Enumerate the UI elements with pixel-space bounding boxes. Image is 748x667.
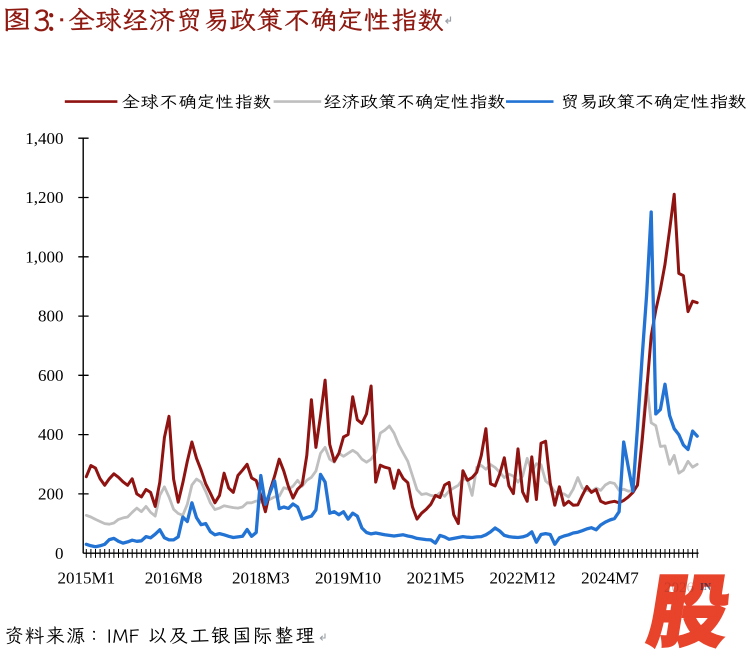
svg-text:600: 600 (38, 366, 64, 385)
svg-text:800: 800 (38, 307, 64, 326)
svg-text:2018M3: 2018M3 (232, 568, 290, 587)
svg-text:2015M1: 2015M1 (57, 568, 115, 587)
svg-text:0: 0 (55, 544, 64, 563)
svg-text:1,400: 1,400 (25, 129, 63, 148)
svg-text:2016M8: 2016M8 (145, 568, 203, 587)
svg-text:200: 200 (38, 485, 64, 504)
svg-text:IN: IN (700, 582, 712, 593)
svg-text:1,200: 1,200 (25, 188, 63, 207)
svg-text:2022M12: 2022M12 (490, 568, 556, 587)
svg-text:400: 400 (38, 425, 64, 444)
svg-text:1,000: 1,000 (25, 247, 63, 266)
svg-text:2026: 2026 (664, 580, 695, 596)
svg-text:2019M10: 2019M10 (315, 568, 381, 587)
svg-text:2021M5: 2021M5 (407, 568, 465, 587)
svg-text:2024M7: 2024M7 (581, 568, 639, 587)
